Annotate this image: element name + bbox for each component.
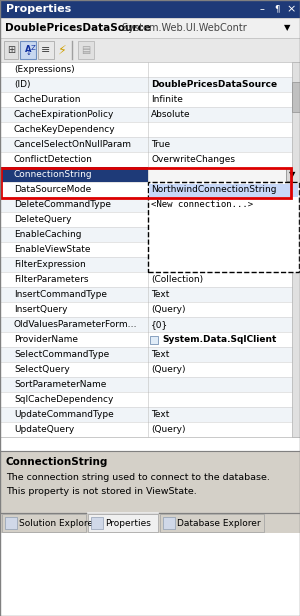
Text: ▼: ▼ — [289, 170, 295, 179]
Text: ConnectionString: ConnectionString — [6, 457, 108, 467]
Text: ×: × — [286, 4, 296, 14]
Text: (Expressions): (Expressions) — [14, 65, 75, 74]
Bar — [91, 517, 103, 529]
Text: SelectQuery: SelectQuery — [14, 365, 70, 374]
Text: Properties: Properties — [105, 519, 151, 527]
Text: InsertCommandType: InsertCommandType — [14, 290, 107, 299]
Text: NorthwindConnectionString: NorthwindConnectionString — [151, 185, 277, 194]
Text: ⚡: ⚡ — [58, 44, 66, 57]
Text: (Query): (Query) — [151, 425, 185, 434]
Text: (Collection): (Collection) — [151, 275, 203, 284]
Text: OldValuesParameterForm…: OldValuesParameterForm… — [14, 320, 137, 329]
Bar — [0, 167, 148, 182]
Text: ▼: ▼ — [284, 23, 290, 33]
Bar — [0, 197, 300, 212]
Bar — [88, 514, 158, 532]
Text: UpdateCommandType: UpdateCommandType — [14, 410, 114, 419]
Text: InsertQuery: InsertQuery — [14, 305, 68, 314]
Bar — [0, 77, 300, 92]
Text: DoublePricesDataSource: DoublePricesDataSource — [151, 80, 277, 89]
Bar — [0, 257, 300, 272]
Bar — [0, 287, 300, 302]
Text: DeleteQuery: DeleteQuery — [14, 215, 71, 224]
Bar — [2, 514, 86, 532]
Bar — [160, 514, 264, 532]
Bar — [0, 437, 300, 451]
Text: Text: Text — [151, 350, 170, 359]
Bar — [163, 517, 175, 529]
Text: ≡: ≡ — [41, 45, 51, 55]
Text: {0}: {0} — [151, 320, 168, 329]
Bar — [1, 168, 291, 198]
Text: True: True — [151, 140, 170, 149]
Bar — [20, 41, 36, 59]
Bar — [0, 38, 300, 62]
Text: Text: Text — [151, 410, 170, 419]
Text: CancelSelectOnNullParam: CancelSelectOnNullParam — [14, 140, 132, 149]
Bar — [292, 82, 300, 112]
Text: ConnectionString: ConnectionString — [14, 170, 93, 179]
Bar — [0, 451, 300, 513]
Bar — [286, 168, 298, 181]
Text: DataSourceMode: DataSourceMode — [14, 185, 91, 194]
Text: ProviderName: ProviderName — [14, 335, 78, 344]
Text: SortParameterName: SortParameterName — [14, 380, 106, 389]
Text: EnableCaching: EnableCaching — [14, 230, 82, 239]
Text: ¶: ¶ — [274, 4, 280, 14]
Bar — [0, 0, 300, 18]
Bar — [0, 107, 300, 122]
Text: UpdateQuery: UpdateQuery — [14, 425, 74, 434]
Text: <New connection...>: <New connection...> — [151, 200, 253, 209]
Text: ConflictDetection: ConflictDetection — [14, 155, 93, 164]
Text: Database Explorer: Database Explorer — [177, 519, 261, 527]
Bar — [5, 517, 17, 529]
Bar — [0, 62, 300, 437]
Text: SqlCacheDependency: SqlCacheDependency — [14, 395, 113, 404]
Text: Absolute: Absolute — [151, 110, 190, 119]
Text: EnableViewState: EnableViewState — [14, 245, 91, 254]
Text: (Query): (Query) — [151, 305, 185, 314]
Bar — [149, 184, 298, 197]
Bar — [292, 62, 300, 437]
Bar — [0, 347, 300, 362]
Text: (Query): (Query) — [151, 365, 185, 374]
Bar — [0, 137, 300, 152]
Bar — [0, 227, 300, 242]
Text: CacheExpirationPolicy: CacheExpirationPolicy — [14, 110, 114, 119]
Text: System.Web.UI.WebContr: System.Web.UI.WebContr — [119, 23, 247, 33]
Text: OverwriteChanges: OverwriteChanges — [151, 155, 235, 164]
Text: DeleteCommandType: DeleteCommandType — [14, 200, 111, 209]
Text: Text: Text — [151, 290, 170, 299]
Text: DoublePricesDataSource: DoublePricesDataSource — [5, 23, 151, 33]
Text: This property is not stored in ViewState.: This property is not stored in ViewState… — [6, 487, 197, 495]
Bar — [38, 41, 54, 59]
Text: Infinite: Infinite — [151, 95, 183, 104]
Text: ▤: ▤ — [81, 45, 91, 55]
Bar — [148, 167, 300, 182]
Text: System.Data.SqlClient: System.Data.SqlClient — [162, 335, 276, 344]
Bar — [0, 317, 300, 332]
Bar — [150, 336, 158, 344]
Text: ↓: ↓ — [26, 50, 32, 56]
Bar — [0, 377, 300, 392]
Text: FilterParameters: FilterParameters — [14, 275, 88, 284]
Bar — [4, 41, 18, 59]
Bar — [78, 41, 94, 59]
Text: CacheKeyDependency: CacheKeyDependency — [14, 125, 116, 134]
Text: (ID): (ID) — [14, 80, 31, 89]
Text: A: A — [25, 46, 31, 54]
Text: SelectCommandType: SelectCommandType — [14, 350, 109, 359]
Text: FilterExpression: FilterExpression — [14, 260, 86, 269]
Text: –: – — [260, 4, 264, 14]
Bar — [148, 182, 299, 272]
Text: Z: Z — [31, 45, 35, 51]
Bar — [0, 18, 300, 38]
Text: Solution Explorer: Solution Explorer — [19, 519, 97, 527]
Text: CacheDuration: CacheDuration — [14, 95, 82, 104]
Bar — [0, 407, 300, 422]
Bar — [0, 513, 300, 533]
Text: ⊞: ⊞ — [7, 45, 15, 55]
Text: Properties: Properties — [6, 4, 71, 14]
Text: The connection string used to connect to the database.: The connection string used to connect to… — [6, 472, 270, 482]
